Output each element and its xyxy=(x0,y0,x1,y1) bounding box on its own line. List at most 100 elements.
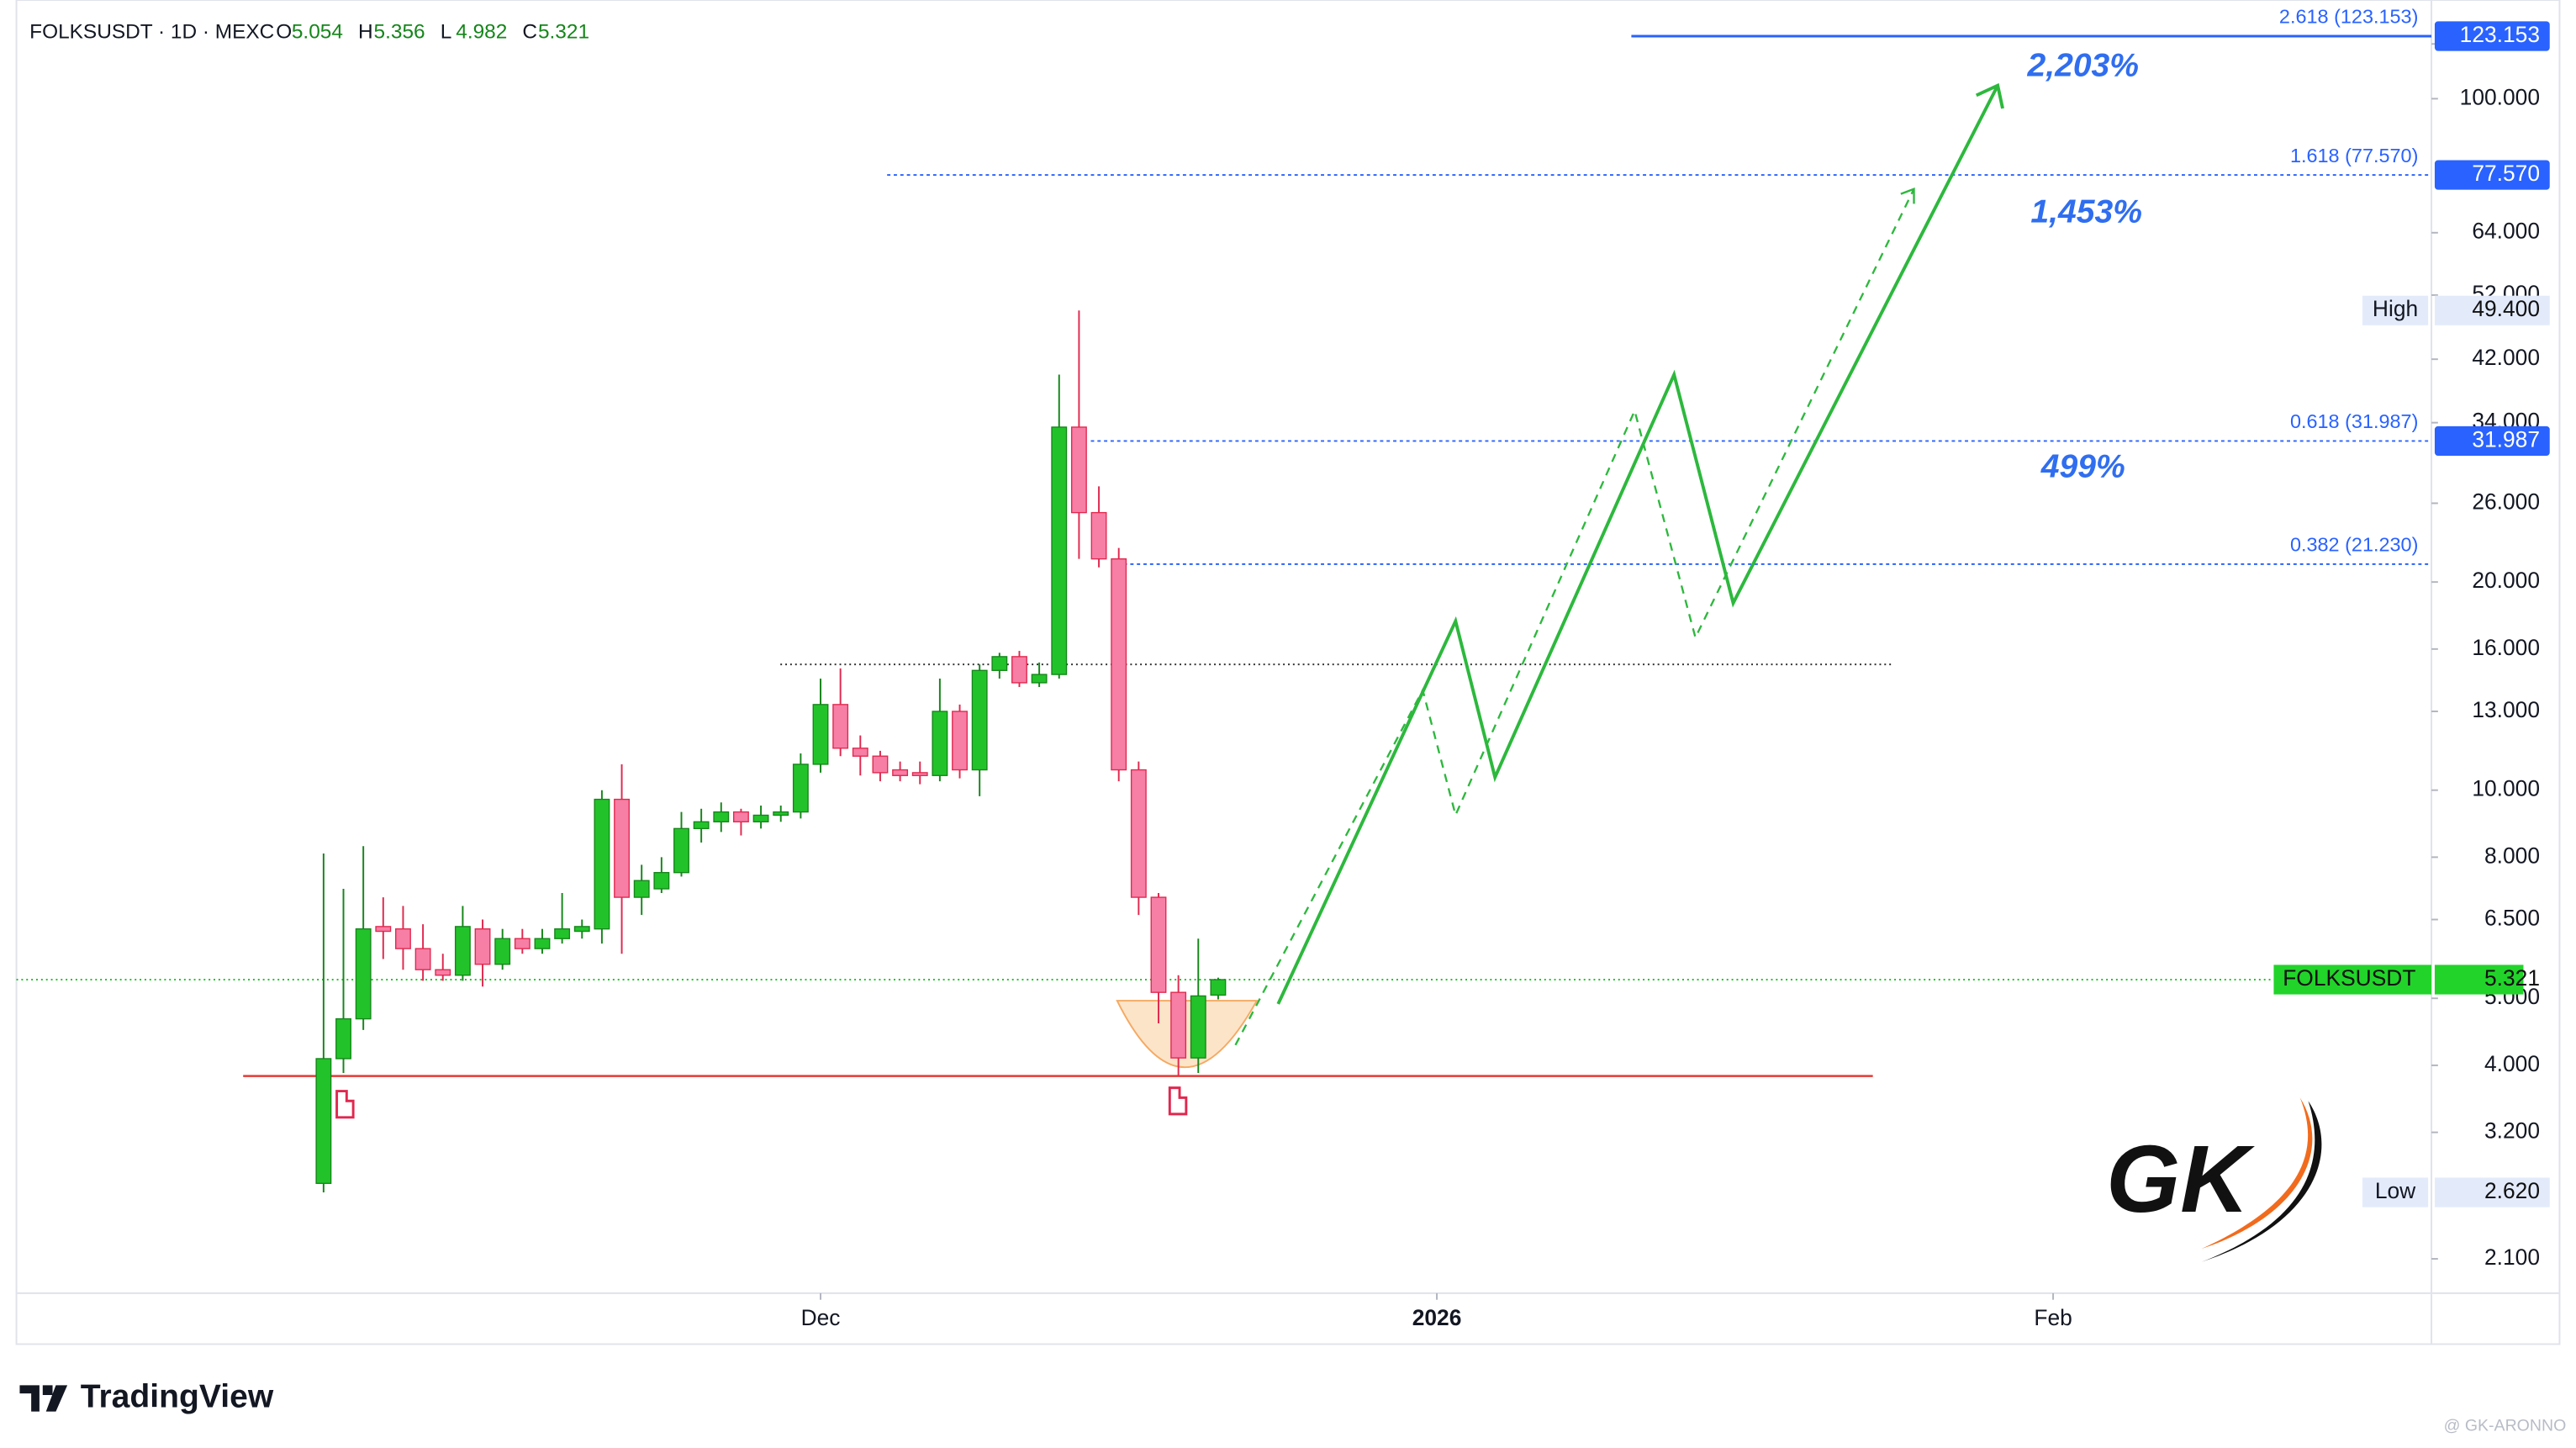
symbol: FOLKSUSDT · 1D · MEXC xyxy=(29,21,274,44)
ohlc-value: 5.356 xyxy=(374,21,425,44)
brand-name: TradingView xyxy=(81,1378,274,1414)
logo: GK xyxy=(2106,1097,2322,1262)
candle-body xyxy=(852,748,868,757)
badge-value-bg xyxy=(2434,295,2550,325)
candle-body xyxy=(534,938,551,949)
y-tick-label: 26.000 xyxy=(2472,489,2540,514)
ohlc-key: H xyxy=(358,21,373,44)
candle-body xyxy=(1070,426,1087,514)
candle-body xyxy=(1170,991,1187,1059)
ohlc-value: 5.054 xyxy=(292,21,343,44)
y-tick-label: 3.200 xyxy=(2484,1118,2540,1144)
candle-body xyxy=(435,969,451,976)
projection-arrow xyxy=(1975,82,2004,109)
candle-body xyxy=(812,704,829,765)
candle-body xyxy=(713,811,730,823)
y-tick-label: 16.000 xyxy=(2472,635,2540,660)
badge-name-bg xyxy=(2362,295,2429,325)
candle-body xyxy=(932,711,948,776)
fib-label: 1.618 (77.570) xyxy=(2290,145,2418,166)
candle-body xyxy=(1130,769,1147,898)
candle-body xyxy=(773,811,789,816)
candle-body xyxy=(474,928,491,965)
header: FOLKSUSDT · 1D · MEXC xyxy=(29,21,274,44)
fib-label: 2.618 (123.153) xyxy=(2279,6,2419,28)
price-badge-label: 31.987 xyxy=(2472,426,2540,452)
candle-body xyxy=(594,798,610,930)
percent-annotation: 499% xyxy=(2040,448,2125,484)
candle-body xyxy=(732,811,749,823)
candle-body xyxy=(1051,426,1068,675)
ohlc-key: C xyxy=(522,21,537,44)
candle-body xyxy=(315,1058,332,1184)
badge-value-bg xyxy=(2434,1177,2550,1208)
candle-body xyxy=(614,798,630,898)
y-tick-label: 2.100 xyxy=(2484,1245,2540,1270)
projection-solid xyxy=(1276,84,1999,1005)
chart-frame xyxy=(15,0,2561,1345)
y-tick-label: 6.500 xyxy=(2484,906,2540,931)
candle-body xyxy=(355,928,372,1020)
candle-body xyxy=(892,769,909,776)
price-badge-label: 77.570 xyxy=(2472,161,2540,186)
badge-value-bg xyxy=(2434,964,2524,995)
fib-label: 0.618 (31.987) xyxy=(2290,410,2418,432)
candle-body xyxy=(971,669,988,771)
badge-value: 5.321 xyxy=(2484,965,2540,991)
candle-body xyxy=(573,926,590,933)
candle-body xyxy=(653,872,670,890)
candle-body xyxy=(375,926,392,933)
badge-name-bg xyxy=(2362,1177,2429,1208)
badge-name-bg xyxy=(2273,964,2432,995)
price-badge xyxy=(2434,160,2550,190)
x-tick-label: Feb xyxy=(2034,1305,2072,1330)
badge-value: 49.400 xyxy=(2472,296,2540,321)
candle-body xyxy=(832,704,849,749)
badge-name: FOLKSUSDT xyxy=(2283,965,2415,991)
ohlc-legend: O 5.054 H 5.356 L 4.982 C 5.321 xyxy=(276,21,589,44)
y-tick-label: 42.000 xyxy=(2472,345,2540,370)
candle-body xyxy=(1011,656,1027,684)
candle-body xyxy=(414,948,431,970)
x-tick-label: 2026 xyxy=(1412,1305,1462,1330)
ohlc-value: 5.321 xyxy=(538,21,589,44)
y-tick-label: 13.000 xyxy=(2472,697,2540,722)
candle-body xyxy=(752,814,769,823)
x-tick-label: Dec xyxy=(801,1305,841,1330)
candle-body xyxy=(1090,511,1107,560)
price-badge xyxy=(2434,21,2550,51)
percent-annotation: 2,203% xyxy=(2027,47,2140,83)
candle-body xyxy=(494,938,511,965)
brand: TradingView xyxy=(19,1378,274,1414)
badge-name: High xyxy=(2373,296,2418,321)
y-tick-label: 10.000 xyxy=(2472,776,2540,801)
candle-body xyxy=(395,928,411,949)
percent-annotation: 1,453% xyxy=(2030,193,2142,230)
y-tick-label: 20.000 xyxy=(2472,568,2540,593)
ohlc-value: 4.982 xyxy=(456,21,507,44)
price-badge-label: 123.153 xyxy=(2460,22,2540,47)
candle-body xyxy=(792,764,809,813)
candle-body xyxy=(952,711,968,771)
candle-body xyxy=(514,938,531,949)
candle-body xyxy=(673,827,689,874)
candle-body xyxy=(1210,979,1227,996)
logo-text: GK xyxy=(2106,1126,2255,1233)
candle-body xyxy=(633,880,650,898)
ohlc-key: O xyxy=(276,21,292,44)
ohlc-key: L xyxy=(441,21,452,44)
badge-name: Low xyxy=(2375,1178,2416,1203)
projection-arrow-dashed xyxy=(1900,188,1915,204)
cup-shape xyxy=(1116,1000,1259,1069)
y-tick-label: 8.000 xyxy=(2484,843,2540,868)
candle-body xyxy=(991,656,1008,671)
candle-body xyxy=(1150,896,1167,993)
price-badge xyxy=(2434,425,2550,457)
watermark: @ GK-ARONNO xyxy=(2444,1416,2567,1435)
fib-label: 0.382 (21.230) xyxy=(2290,534,2418,556)
axis-layer: 120.000100.00064.00052.00042.00034.00026… xyxy=(801,21,2550,1330)
candle-body xyxy=(1190,995,1206,1059)
candle-body xyxy=(911,772,928,776)
